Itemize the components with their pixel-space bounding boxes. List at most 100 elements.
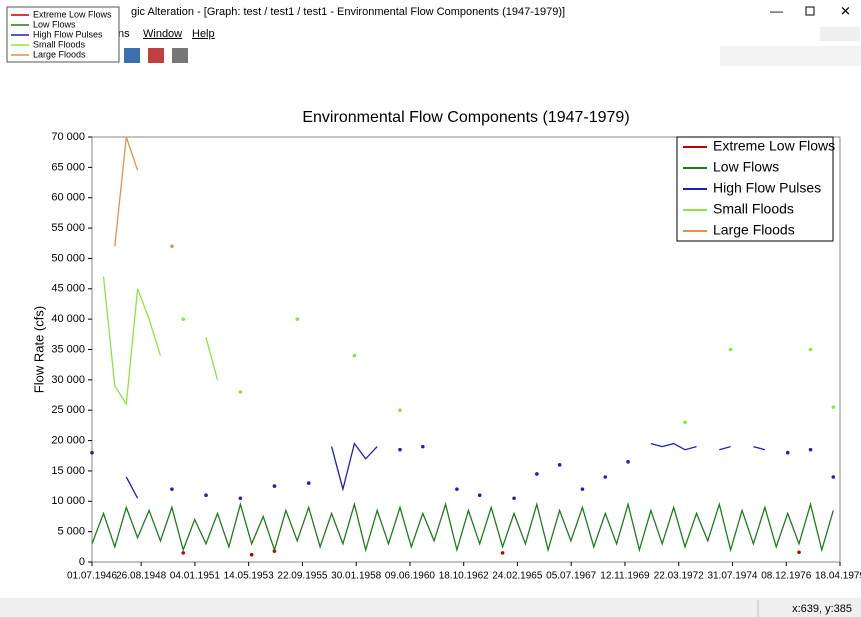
mini-legend-label: Small Floods [33,39,86,49]
series-line [330,442,378,492]
x-tick-label: 31.07.1974 [707,571,757,582]
y-tick-label: 30 000 [51,374,85,386]
series-point [181,551,186,555]
x-tick-label: 30.01.1958 [331,571,381,582]
x-tick-label: 22.03.1972 [654,571,704,582]
y-tick-label: 15 000 [51,465,85,477]
mini-legend-label: High Flow Pulses [33,29,103,39]
mini-legend-label: Large Floods [33,49,86,59]
series-point [238,390,243,394]
x-tick-label: 09.06.1960 [385,571,435,582]
x-tick-label: 24.02.1965 [492,571,542,582]
y-tick-label: 45 000 [51,283,85,295]
x-tick-label: 08.12.1976 [761,571,811,582]
series-point [477,493,482,498]
window-title: gic Alteration - [Graph: test / test1 / … [131,6,565,18]
menu-item[interactable]: Help [192,28,215,40]
legend-label: High Flow Pulses [713,180,821,196]
series-line [92,501,834,553]
x-tick-label: 18.10.1962 [439,571,489,582]
chart-title: Environmental Flow Components (1947-1979… [302,109,629,126]
series-line [114,137,139,247]
series-point [728,347,733,352]
series-line [205,337,219,381]
series-point [170,487,174,491]
series-point [785,450,790,455]
series-point [808,447,813,452]
series-point [421,444,425,449]
mini-legend-label: Low Flows [33,19,76,29]
series-point [352,353,357,358]
series-point [626,460,630,464]
legend-label: Extreme Low Flows [713,138,835,154]
toolbar-chart-icon[interactable] [124,48,140,63]
minimize-button[interactable]: — [770,3,783,18]
series-point [272,484,277,488]
y-tick-label: 55 000 [51,222,85,234]
status-bar [0,598,861,617]
y-tick-label: 60 000 [51,192,85,204]
restore-button[interactable] [805,6,815,16]
close-button[interactable]: ✕ [840,3,851,18]
series-point [90,450,94,455]
series-point [831,405,836,409]
x-tick-label: 01.07.1946 [67,571,117,582]
y-tick-label: 10 000 [51,495,85,507]
series-point [512,496,516,501]
toolbar-blank [720,46,861,66]
series-point [535,472,539,476]
series-point [181,317,186,321]
series-line [650,442,697,451]
y-tick-label: 20 000 [51,434,85,446]
series-point [603,475,608,479]
series-point [306,481,311,485]
series-point [398,447,402,452]
menu-item[interactable]: Window [143,28,182,40]
series-line [102,276,162,407]
legend-label: Low Flows [713,159,779,175]
y-tick-label: 5 000 [57,526,85,538]
series-line [753,445,766,451]
y-tick-label: 0 [79,556,85,568]
series-point [204,493,208,498]
mini-legend-label: Extreme Low Flows [33,9,112,19]
series-point [249,552,254,557]
y-tick-label: 35 000 [51,343,85,355]
x-tick-label: 18.04.1979 [815,571,861,582]
x-tick-label: 14.05.1953 [224,571,274,582]
mdi-controls[interactable] [820,27,860,41]
series-point [580,487,585,491]
chart: Environmental Flow Components (1947-1979… [31,109,861,581]
y-tick-label: 40 000 [51,313,85,325]
x-tick-label: 26.08.1948 [116,571,166,582]
status-coords: x:639, y:385 [792,603,852,615]
series-line [125,476,139,499]
x-tick-label: 22.09.1955 [277,571,327,582]
series-point [557,463,562,467]
y-tick-label: 70 000 [51,131,85,143]
legend-label: Small Floods [713,201,794,217]
legend-label: Large Floods [713,222,795,238]
series-point [831,475,836,479]
series-point [500,551,505,555]
x-tick-label: 12.11.1969 [600,571,650,582]
series-point [295,317,300,321]
y-tick-label: 50 000 [51,252,85,264]
series-point [398,408,402,413]
series-point [455,487,459,491]
x-tick-label: 05.07.1967 [546,571,596,582]
series-point [170,244,174,249]
series-point [797,550,801,555]
y-tick-label: 65 000 [51,161,85,173]
toolbar-print-icon[interactable] [172,48,188,63]
series-point [683,420,687,425]
series-point [238,496,243,501]
series-point [808,347,813,352]
toolbar-color-icon[interactable] [148,48,164,63]
menu-item[interactable]: ns [118,28,130,40]
y-tick-label: 25 000 [51,404,85,416]
y-axis-label: Flow Rate (cfs) [31,306,46,393]
